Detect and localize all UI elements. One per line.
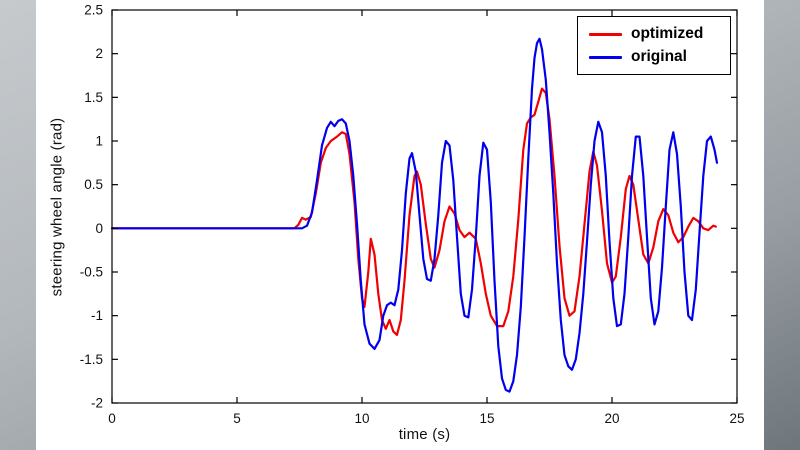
legend-item-optimized: optimized bbox=[589, 25, 730, 43]
axes-box bbox=[111, 9, 738, 404]
y-tick-label: 1 bbox=[95, 134, 103, 149]
figure-canvas bbox=[36, 0, 764, 450]
x-tick-label: 15 bbox=[479, 411, 494, 426]
legend: optimized original bbox=[577, 16, 731, 75]
series-line-optimized bbox=[110, 87, 717, 336]
y-tick-label: 1.5 bbox=[84, 90, 103, 105]
x-tick-label: 5 bbox=[233, 411, 241, 426]
y-tick-label: 0.5 bbox=[84, 177, 103, 192]
x-tick-label: 10 bbox=[354, 411, 369, 426]
y-axis-label: steering wheel angle (rad) bbox=[48, 117, 66, 297]
y-tick-label: -1 bbox=[91, 308, 103, 323]
y-tick-label: 0 bbox=[95, 221, 103, 236]
x-tick-label: 20 bbox=[604, 411, 619, 426]
series-line-original bbox=[110, 37, 719, 393]
y-tick-label: 2.5 bbox=[84, 3, 103, 18]
x-tick-label: 25 bbox=[729, 411, 744, 426]
y-tick-label: -1.5 bbox=[80, 352, 103, 367]
legend-line-swatch-original bbox=[589, 55, 622, 59]
legend-item-original: original bbox=[589, 48, 730, 66]
legend-label-original: original bbox=[631, 48, 687, 65]
y-tick-label: -0.5 bbox=[80, 265, 103, 280]
y-tick-label: 2 bbox=[95, 46, 103, 61]
legend-label-optimized: optimized bbox=[631, 25, 704, 42]
x-axis-label: time (s) bbox=[398, 426, 451, 443]
legend-line-swatch-optimized bbox=[589, 32, 622, 36]
x-tick-label: 0 bbox=[108, 411, 116, 426]
y-tick-label: -2 bbox=[91, 396, 103, 411]
